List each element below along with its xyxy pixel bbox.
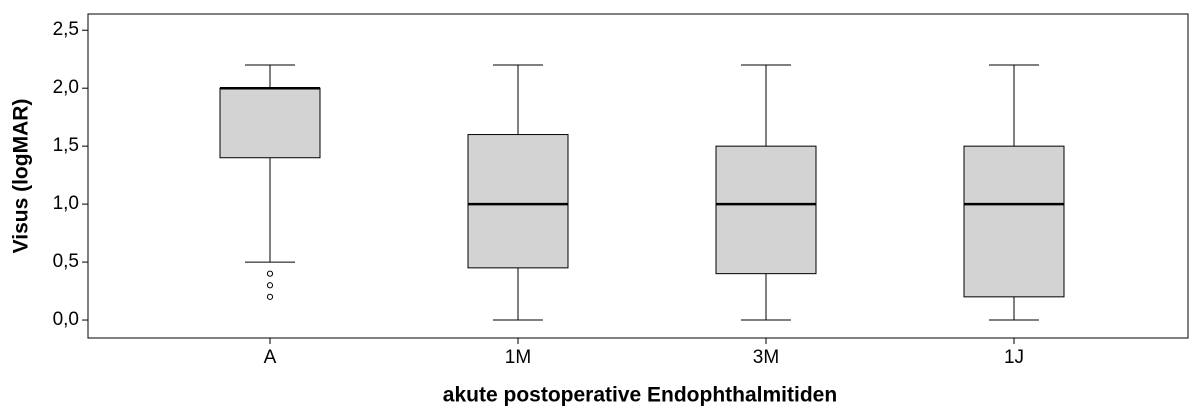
y-tick-label: 0,5 (53, 251, 79, 272)
y-tick-label: 2,5 (53, 19, 79, 40)
x-tick-label: 1M (505, 347, 531, 368)
outlier (266, 270, 274, 277)
box (715, 145, 817, 275)
y-tick-label: 0,0 (53, 309, 79, 330)
outlier (266, 282, 274, 289)
x-axis-title: akute postoperative Endophthalmitiden (443, 384, 837, 407)
plot-frame (87, 13, 1189, 339)
x-tick-label: 1J (1004, 347, 1024, 368)
box (219, 87, 321, 159)
x-tick-label: 3M (753, 347, 779, 368)
x-tick-label: A (264, 347, 277, 368)
y-tick-label: 1,0 (53, 193, 79, 214)
y-tick-label: 1,5 (53, 135, 79, 156)
box (467, 134, 569, 269)
y-tick-label: 2,0 (53, 77, 79, 98)
box (963, 145, 1065, 298)
outlier (266, 293, 274, 300)
y-axis-title: Visus (logMAR) (10, 99, 33, 254)
